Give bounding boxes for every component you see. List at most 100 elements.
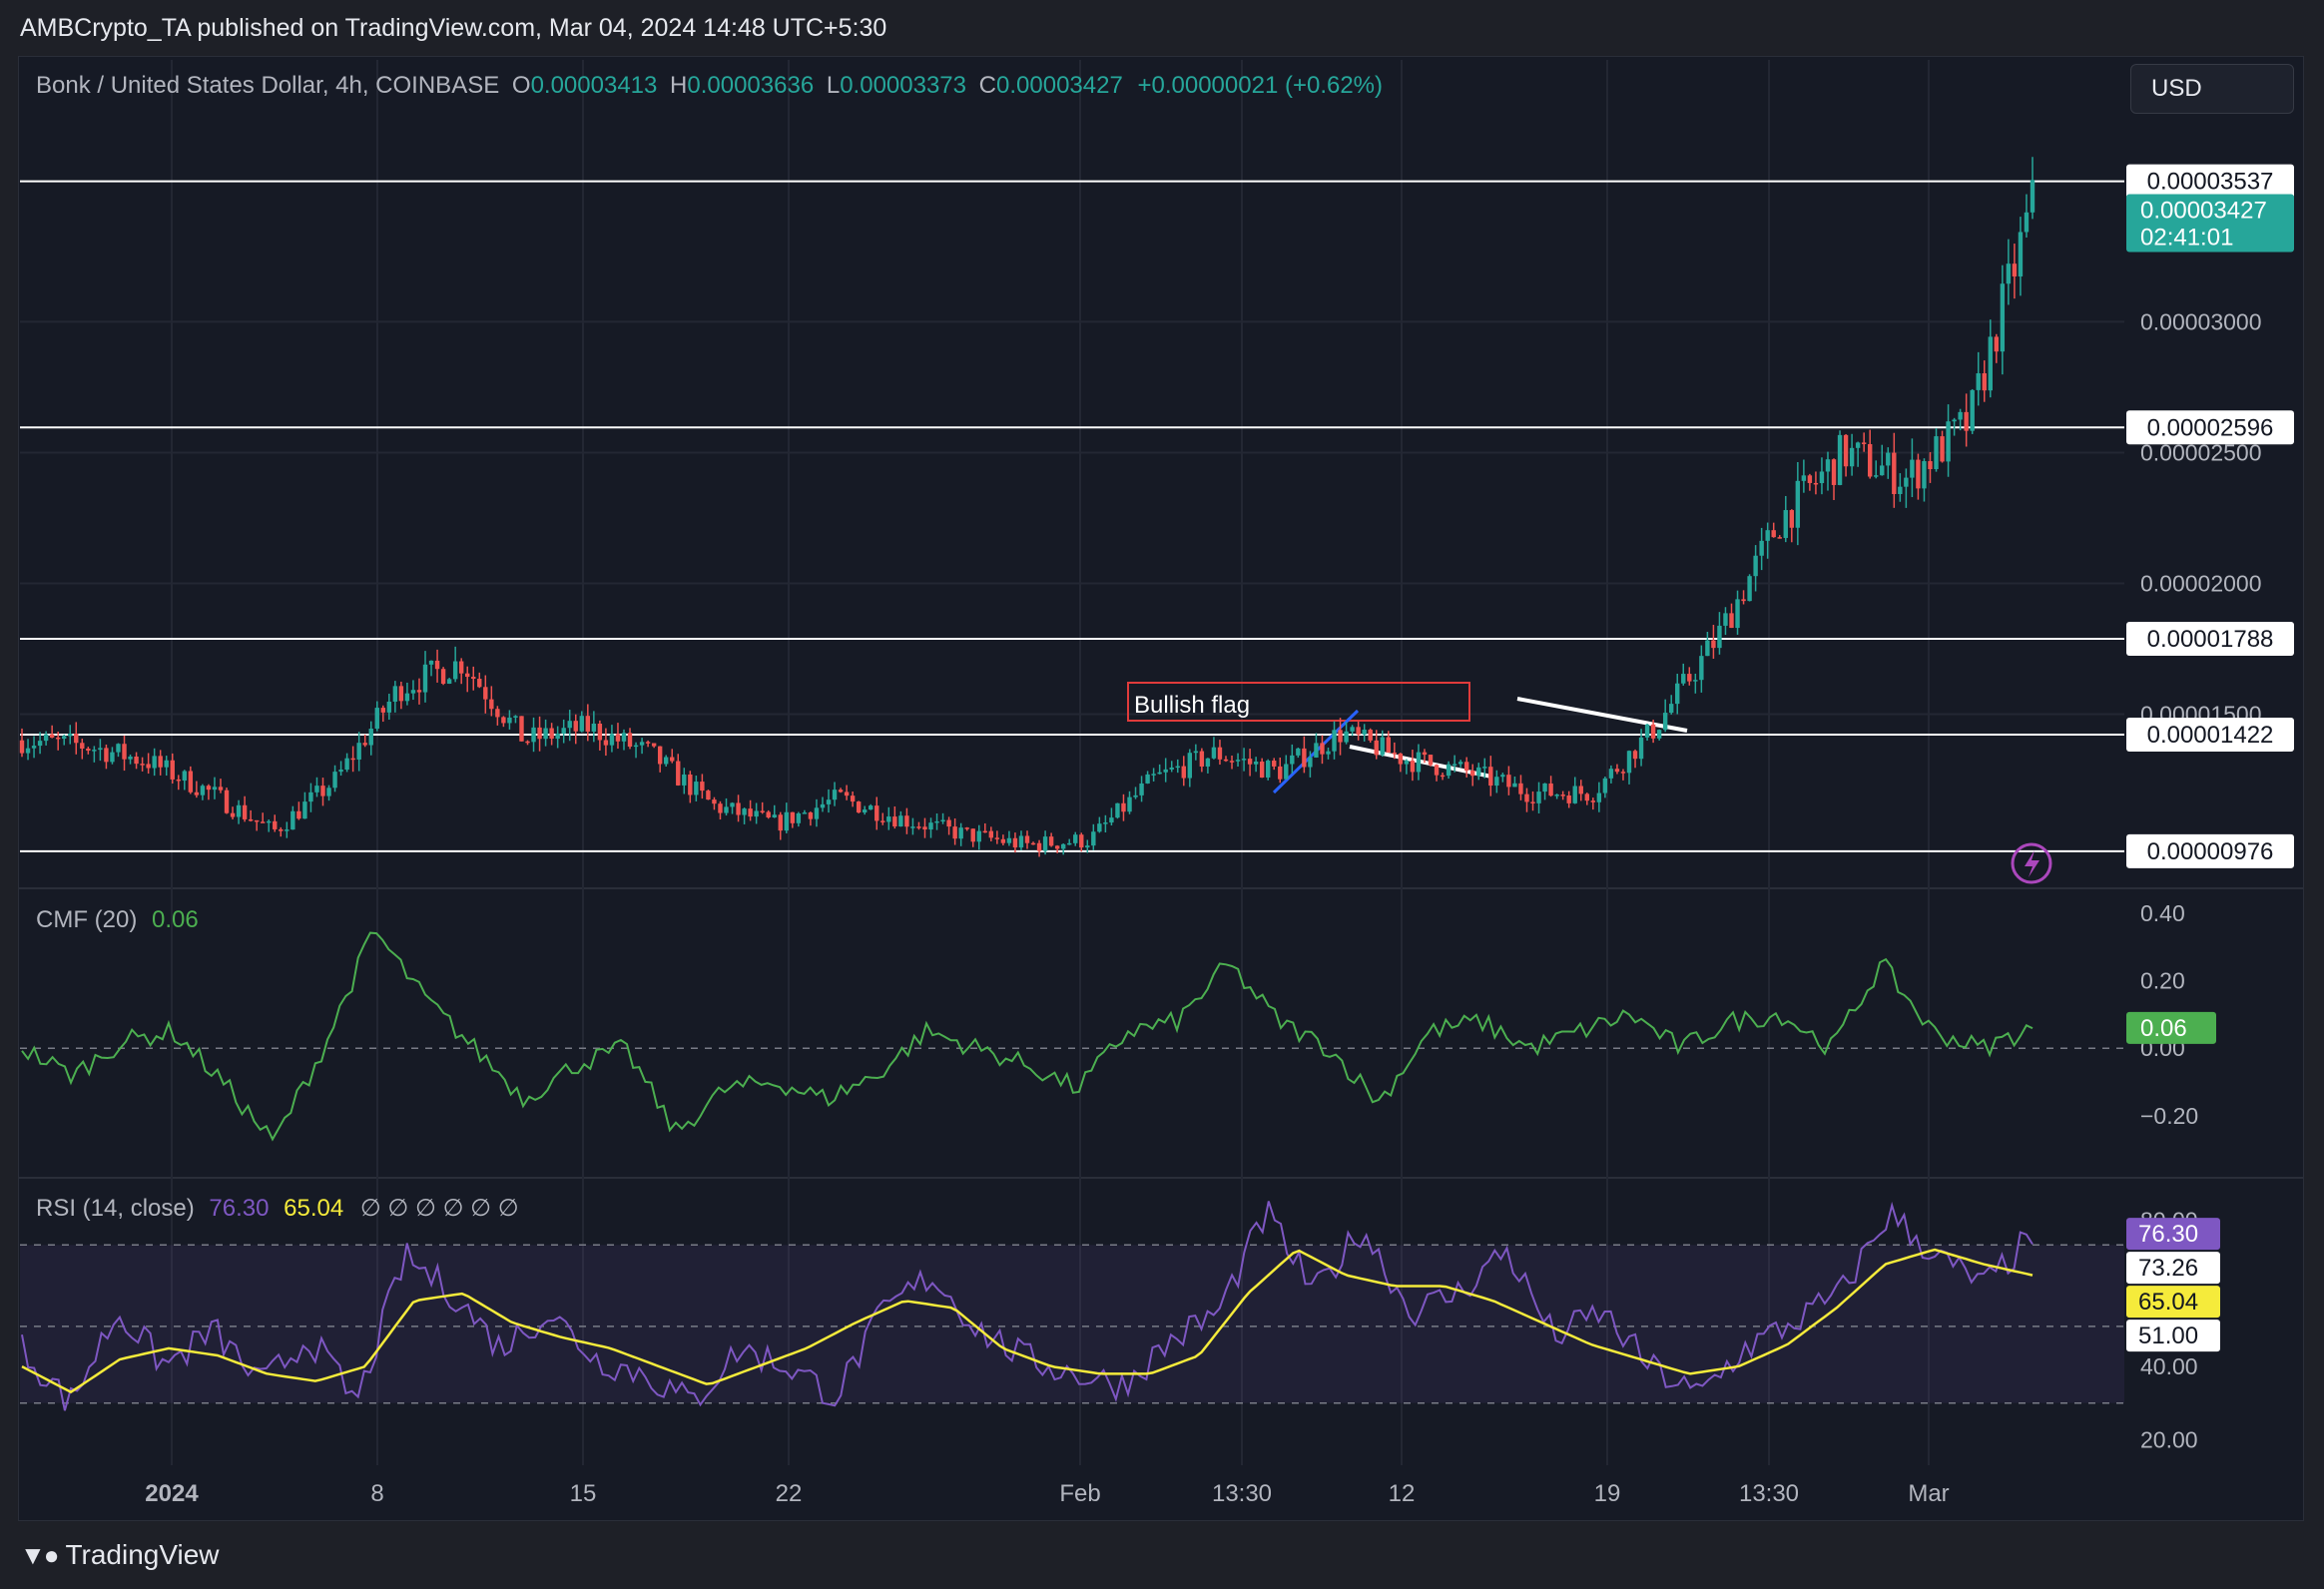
time-axis[interactable]: 2024 8 15 22 Feb 13:30 12 19 13:30 Mar — [145, 1480, 1949, 1507]
candle-body — [428, 660, 434, 665]
candle-body — [1272, 761, 1277, 767]
cmf-tick-label: 0.40 — [2140, 900, 2185, 926]
tradingview-footer[interactable]: ▼● TradingView — [20, 1539, 220, 1571]
candle-body — [1344, 731, 1349, 743]
lightning-icon[interactable] — [2011, 842, 2052, 884]
candle-body — [1012, 837, 1018, 848]
candle-body — [886, 816, 891, 822]
candle-body — [1374, 740, 1379, 756]
candle-body — [62, 736, 67, 740]
candle-body — [25, 748, 31, 754]
symbol-legend: Bonk / United States Dollar, 4h, COINBAS… — [36, 72, 1383, 100]
candle-body — [1404, 761, 1410, 765]
candle-body — [916, 826, 921, 828]
candle-body — [1169, 767, 1174, 770]
time-tick-label: 15 — [570, 1480, 597, 1507]
candle-body — [1801, 475, 1807, 481]
candle-body — [651, 743, 657, 747]
candle-body — [326, 788, 331, 796]
candle-body — [1747, 576, 1752, 602]
candle-body — [1988, 336, 1993, 391]
candle-body — [290, 810, 295, 830]
candle-body — [1278, 766, 1283, 780]
candle-body — [664, 757, 669, 765]
candle-body — [398, 686, 404, 702]
candle-body — [1874, 475, 1879, 477]
candlestick-series — [19, 157, 2035, 857]
candle-body — [1284, 764, 1289, 780]
candle-body — [495, 709, 500, 718]
candle-body — [1711, 640, 1716, 649]
candle-body — [772, 814, 777, 818]
chart-frame[interactable] — [18, 56, 2304, 1521]
candle-body — [1910, 459, 1915, 478]
candle-body — [1620, 772, 1626, 774]
symbol-name: Bonk / United States Dollar, 4h, COINBAS… — [36, 72, 500, 99]
candle-body — [1861, 442, 1867, 444]
candle-body — [862, 809, 868, 813]
candle-body — [1145, 774, 1150, 784]
candle-body — [1187, 753, 1193, 779]
close-value: 0.00003427 — [996, 72, 1123, 99]
candle-body — [1097, 823, 1102, 832]
candle-body — [206, 786, 212, 791]
candle-body — [1819, 471, 1825, 484]
candle-body — [639, 742, 645, 746]
candle-body — [1638, 737, 1644, 760]
candle-body — [609, 734, 615, 746]
candle-body — [1717, 625, 1722, 649]
candle-body — [869, 805, 873, 810]
candle-body — [1765, 530, 1770, 541]
candle-body — [1139, 783, 1144, 795]
candle-body — [561, 728, 566, 734]
candle-body — [1530, 801, 1535, 803]
candle-body — [1934, 436, 1939, 470]
candle-body — [320, 786, 325, 796]
cmf-value-tag-label: 0.06 — [2140, 1015, 2187, 1042]
candle-body — [1073, 834, 1078, 843]
candle-body — [410, 690, 416, 694]
candle-body — [49, 734, 55, 738]
currency-button[interactable]: USD — [2130, 64, 2294, 114]
candle-body — [92, 750, 97, 752]
candle-body — [670, 757, 675, 762]
candle-body — [1783, 510, 1788, 538]
rsi-legend: RSI (14, close) 76.30 65.04 ∅ ∅ ∅ ∅ ∅ ∅ — [36, 1194, 519, 1223]
candle-body — [1566, 795, 1571, 803]
candle-body — [573, 721, 578, 732]
cmf-title: CMF (20) — [36, 906, 138, 933]
candle-body — [152, 756, 157, 769]
candle-body — [1223, 759, 1229, 762]
candle-body — [988, 830, 994, 838]
time-tick-label: 12 — [1389, 1480, 1416, 1507]
candle-body — [1940, 436, 1945, 462]
candle-body — [934, 820, 939, 823]
candle-body — [1500, 775, 1505, 778]
candle-body — [338, 770, 343, 773]
level-tag — [2126, 622, 2294, 657]
rsi-ma-tag — [2126, 1286, 2220, 1319]
candle-body — [1320, 743, 1325, 755]
candle-body — [1777, 537, 1782, 539]
candle-body — [1253, 762, 1259, 765]
candle-body — [1548, 783, 1553, 796]
candle-body — [1042, 836, 1048, 851]
candle-body — [1675, 683, 1680, 705]
rsi-ma-line — [21, 1248, 2034, 1394]
candle-body — [1175, 766, 1180, 769]
candle-body — [1922, 461, 1927, 489]
candle-body — [1121, 802, 1126, 812]
candle-body — [814, 807, 820, 819]
candle-body — [982, 830, 987, 833]
candle-body — [796, 812, 802, 823]
candle-body — [555, 733, 560, 740]
brand-name: TradingView — [65, 1539, 220, 1570]
candle-body — [994, 837, 1000, 839]
candle-body — [1024, 835, 1030, 843]
candle-body — [838, 790, 844, 793]
candle-body — [1048, 836, 1054, 846]
candle-body — [676, 761, 681, 786]
rsi-value-tag — [2126, 1218, 2220, 1251]
time-tick-label: 19 — [1594, 1480, 1621, 1507]
